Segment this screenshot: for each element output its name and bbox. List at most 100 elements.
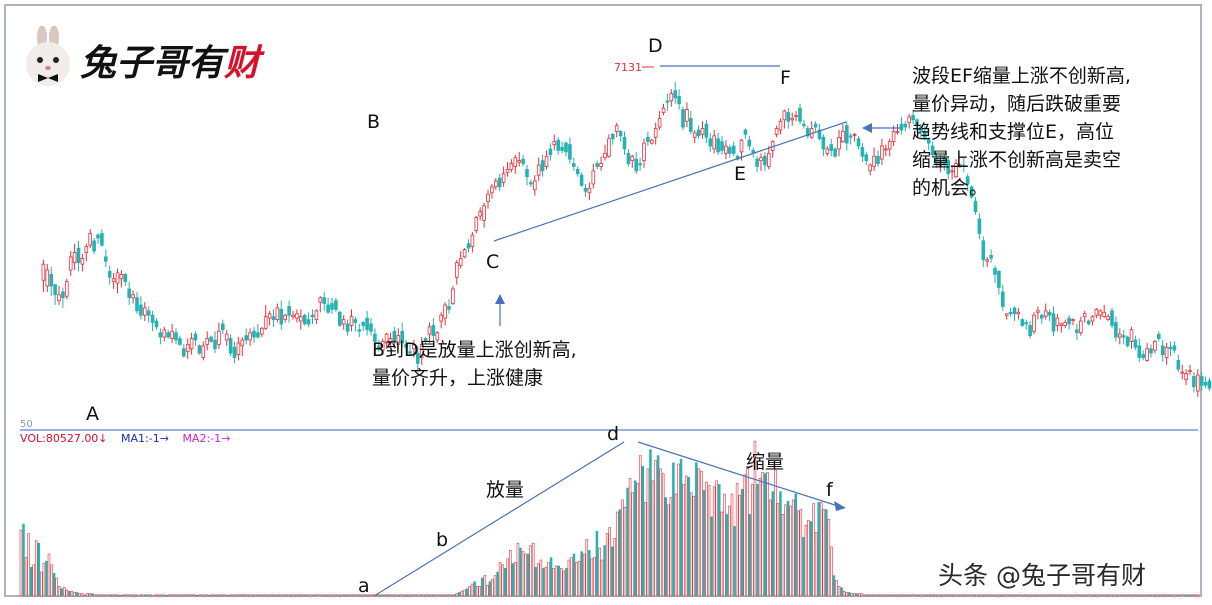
volume-bar bbox=[195, 595, 199, 597]
candle bbox=[80, 253, 85, 272]
candle bbox=[1199, 372, 1204, 392]
volume-bar bbox=[763, 473, 767, 597]
volume-bar bbox=[1148, 594, 1152, 597]
label-e-price: E bbox=[734, 163, 746, 185]
bottom-annotation-line: B到D是放量上涨创新高, bbox=[372, 339, 577, 361]
volume-bar bbox=[363, 594, 367, 597]
candle bbox=[685, 102, 689, 128]
candle bbox=[529, 179, 533, 187]
volume-bar bbox=[929, 594, 933, 597]
candle bbox=[720, 135, 724, 155]
volume-bar bbox=[608, 527, 611, 597]
candle bbox=[868, 163, 872, 176]
candle bbox=[778, 118, 783, 135]
candle bbox=[380, 338, 385, 355]
volume-bar bbox=[689, 492, 693, 597]
candle bbox=[997, 270, 1001, 295]
volume-bar bbox=[921, 594, 925, 597]
right-note-arrowhead bbox=[862, 123, 872, 133]
volume-bar bbox=[830, 546, 833, 597]
volume-bar bbox=[320, 594, 323, 597]
volume-bar bbox=[88, 593, 92, 597]
volume-bar bbox=[835, 580, 838, 597]
volume-bar bbox=[226, 595, 229, 597]
candle bbox=[1063, 319, 1068, 329]
candle bbox=[587, 182, 592, 200]
volume-bar bbox=[560, 568, 563, 597]
candle bbox=[353, 316, 358, 332]
volume-bar bbox=[809, 521, 813, 597]
candle bbox=[1180, 364, 1185, 380]
candle bbox=[1176, 354, 1181, 373]
volume-bar bbox=[735, 482, 739, 597]
candle bbox=[1004, 313, 1009, 320]
trendline-cf bbox=[493, 121, 847, 242]
volume-bar bbox=[1115, 594, 1119, 597]
volume-bar bbox=[389, 594, 392, 597]
volume-bar bbox=[279, 594, 283, 597]
volume-bar bbox=[1031, 594, 1035, 597]
candle bbox=[119, 270, 124, 288]
volume-bar bbox=[898, 594, 902, 597]
volume-bar bbox=[328, 594, 331, 597]
volume-bar bbox=[531, 542, 535, 597]
volume-bar bbox=[572, 553, 576, 597]
candle bbox=[798, 103, 802, 125]
volume-bar bbox=[506, 558, 509, 597]
candle bbox=[653, 122, 658, 145]
candle bbox=[501, 166, 506, 187]
candle bbox=[154, 318, 159, 330]
volume-bar bbox=[847, 592, 851, 597]
volume-bar bbox=[91, 593, 94, 597]
candle bbox=[135, 291, 139, 314]
candle bbox=[950, 165, 954, 180]
volume-bar bbox=[957, 594, 961, 597]
volume-bar bbox=[218, 594, 222, 597]
candle bbox=[236, 337, 241, 361]
candle bbox=[700, 121, 705, 139]
right-annotation: 波段EF缩量上涨不创新高, 量价异动，随后跌破重要 趋势线和支撑位E，高位 缩量… bbox=[912, 62, 1131, 202]
volume-bar bbox=[628, 478, 632, 597]
candle bbox=[1149, 344, 1153, 358]
candle bbox=[1192, 372, 1196, 393]
volume-bar bbox=[677, 463, 680, 597]
candle bbox=[903, 121, 908, 132]
volume-bar bbox=[307, 594, 311, 597]
volume-bar bbox=[519, 547, 522, 597]
volume-bar bbox=[445, 594, 448, 597]
volume-bar bbox=[460, 590, 464, 597]
candle bbox=[306, 312, 311, 327]
volume-bar bbox=[1067, 594, 1070, 597]
candle bbox=[533, 175, 537, 196]
volume-layer bbox=[19, 440, 1200, 597]
volume-bar bbox=[297, 594, 301, 597]
volume-bar bbox=[366, 594, 369, 597]
volume-bar bbox=[287, 594, 290, 597]
candle bbox=[973, 197, 978, 215]
label-f-volume: f bbox=[826, 479, 834, 501]
candle bbox=[817, 124, 822, 141]
volume-bar bbox=[725, 514, 729, 597]
candle bbox=[1098, 309, 1103, 320]
volume-bar bbox=[190, 594, 193, 597]
volume-bar bbox=[1034, 594, 1037, 597]
volume-bar bbox=[679, 458, 683, 597]
candle bbox=[638, 157, 642, 171]
candle bbox=[989, 249, 993, 263]
candle bbox=[326, 297, 330, 314]
volume-bar bbox=[241, 594, 244, 597]
volume-bar bbox=[1069, 594, 1073, 597]
volume-bar bbox=[588, 550, 591, 597]
volume-bar bbox=[24, 557, 28, 597]
volume-bar bbox=[656, 455, 660, 597]
volume-bar bbox=[409, 594, 413, 597]
volume-bar bbox=[1113, 594, 1116, 597]
volume-bar bbox=[1000, 594, 1004, 597]
volume-bar bbox=[909, 594, 912, 597]
candle bbox=[345, 319, 350, 336]
candle bbox=[841, 124, 845, 144]
volume-bar bbox=[1146, 594, 1149, 597]
volume-bar bbox=[488, 581, 492, 597]
volume-bar bbox=[75, 592, 79, 597]
candle bbox=[568, 137, 572, 164]
